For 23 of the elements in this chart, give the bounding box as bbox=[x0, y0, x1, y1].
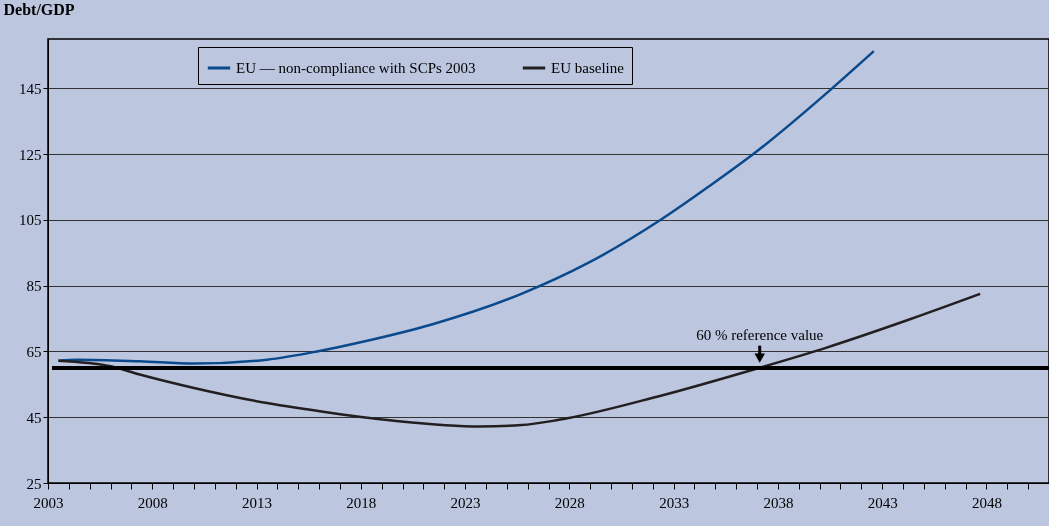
y-tick-label: 105 bbox=[19, 212, 42, 229]
y-tick-label: 85 bbox=[26, 278, 42, 295]
x-tick-label: 2018 bbox=[346, 494, 377, 511]
y-tick-label: 25 bbox=[26, 475, 42, 492]
x-tick-label: 2028 bbox=[554, 494, 585, 511]
y-tick-label: 125 bbox=[19, 146, 42, 163]
x-tick-label: 2033 bbox=[659, 494, 690, 511]
x-tick-label: 2038 bbox=[763, 494, 794, 511]
x-tick-label: 2008 bbox=[137, 494, 168, 511]
x-tick-label: 2048 bbox=[971, 494, 1002, 511]
y-tick-label: 145 bbox=[19, 80, 42, 97]
y-axis-title: Debt/GDP bbox=[3, 0, 75, 18]
line-series bbox=[57, 292, 982, 428]
legend-label: EU — non-compliance with SCPs 2003 bbox=[236, 60, 476, 76]
ref-line-label: 60 % reference value bbox=[696, 326, 824, 343]
x-tick-label: 2043 bbox=[867, 494, 898, 511]
legend-label: EU baseline bbox=[551, 60, 625, 76]
x-tick-label: 2013 bbox=[242, 494, 273, 511]
y-tick-label: 65 bbox=[26, 343, 42, 360]
x-tick-label: 2003 bbox=[33, 494, 64, 511]
x-tick-label: 2023 bbox=[450, 494, 481, 511]
line-series bbox=[57, 49, 876, 365]
y-tick-label: 45 bbox=[26, 409, 42, 426]
